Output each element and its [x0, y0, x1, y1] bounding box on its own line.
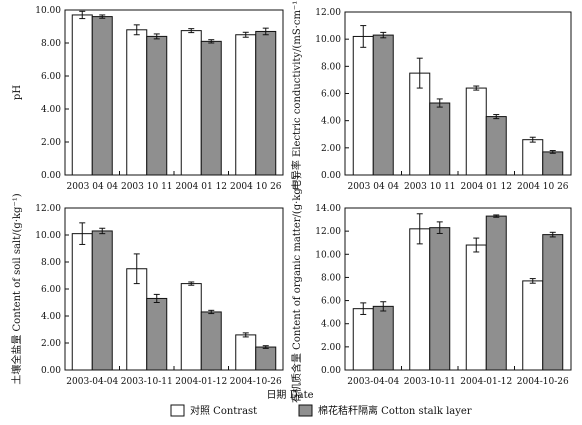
bar — [485, 116, 507, 176]
x-tick-label: 2003 04 04 — [347, 182, 399, 192]
x-tick-label: 2004-10-26 — [230, 377, 282, 387]
bar — [235, 34, 257, 176]
bar — [522, 280, 544, 371]
bar — [542, 151, 564, 176]
y-tick-label: 12.00 — [315, 227, 341, 237]
y-tick-label: 4.00 — [321, 320, 341, 330]
bar — [485, 215, 507, 371]
x-tick-label: 2004 01 12 — [460, 182, 512, 192]
y-tick-label: 0.00 — [321, 171, 341, 181]
y-axis-title: pH — [12, 85, 23, 100]
y-tick-label: 4.00 — [41, 105, 61, 115]
chart-panel-4: 0.00 2.00 4.00 6.00 8.00 10.00 12.00 14.00 有机质含量… — [290, 175, 572, 403]
bar — [352, 35, 374, 176]
x-tick-label: 2004 10 26 — [230, 182, 282, 192]
y-tick-label: 2.00 — [321, 144, 341, 154]
legend-label-contrast: 对照 Contrast — [190, 404, 257, 417]
x-tick-label: 2004-01-12 — [460, 377, 512, 387]
bar — [429, 102, 451, 176]
x-tick-label: 2003-04-04 — [347, 377, 399, 387]
bar — [200, 311, 222, 371]
y-tick-label: 8.00 — [321, 62, 341, 72]
y-tick-label: 2.00 — [321, 343, 341, 353]
legend-swatch-cotton-stalk — [298, 404, 313, 417]
bar — [126, 29, 148, 176]
y-tick-label: 10.00 — [35, 6, 61, 16]
bar — [71, 233, 93, 371]
y-tick-label: 8.00 — [41, 258, 61, 268]
y-tick-label: 12.00 — [315, 8, 341, 18]
x-tick-label: 2004-10-26 — [517, 377, 569, 387]
y-tick-label: 4.00 — [321, 117, 341, 127]
x-axis-title: 日期 Date — [266, 389, 313, 401]
y-tick-label: 2.00 — [41, 138, 61, 148]
bar — [91, 230, 113, 371]
y-tick-label: 6.00 — [41, 72, 61, 82]
y-tick-label: 10.00 — [315, 250, 341, 260]
y-tick-label: 8.00 — [321, 273, 341, 283]
bar — [180, 30, 202, 176]
bar — [372, 34, 394, 176]
x-tick-label: 2003 04 04 — [66, 182, 118, 192]
y-tick-label: 4.00 — [41, 312, 61, 322]
x-tick-label: 2003 10 11 — [404, 182, 456, 192]
bar — [255, 30, 277, 176]
bar — [235, 334, 257, 371]
legend-label-cotton-stalk: 棉花秸秆隔离 Cotton stalk layer — [318, 404, 472, 417]
bar — [409, 228, 431, 371]
bar — [71, 14, 93, 176]
bar — [522, 139, 544, 176]
bar — [255, 346, 277, 371]
bar — [429, 227, 451, 371]
chart-panel-2: 0.00 2.00 4.00 6.00 8.00 10.00 12.00 电导率 Electr… — [290, 0, 572, 192]
bar — [465, 244, 487, 371]
x-tick-label: 2004 10 26 — [517, 182, 569, 192]
bar — [91, 16, 113, 176]
x-tick-label: 2003-10-11 — [121, 377, 173, 387]
bar — [352, 308, 374, 371]
bar — [200, 40, 222, 176]
y-tick-label: 10.00 — [35, 231, 61, 241]
y-tick-label: 0.00 — [321, 366, 341, 376]
x-tick-label: 2003-04-04 — [66, 377, 118, 387]
x-tick-label: 2003-10-11 — [404, 377, 456, 387]
y-tick-label: 6.00 — [321, 90, 341, 100]
y-tick-label: 0.00 — [41, 366, 61, 376]
legend-swatch-contrast — [170, 404, 185, 417]
y-axis-title: 电导率 Electric conductivity/(mS·cm⁻¹) — [290, 0, 303, 190]
x-tick-label: 2004-01-12 — [175, 377, 227, 387]
chart-panel-3: 0.00 2.00 4.00 6.00 8.00 10.00 12.00 土壤全盐量 Cont… — [10, 193, 284, 387]
bar — [146, 35, 168, 176]
y-tick-label: 14.00 — [315, 204, 341, 214]
y-tick-label: 0.00 — [41, 171, 61, 181]
bar — [372, 305, 394, 371]
y-tick-label: 6.00 — [321, 297, 341, 307]
bar — [465, 87, 487, 176]
y-tick-label: 2.00 — [41, 339, 61, 349]
bar — [146, 297, 168, 371]
y-tick-label: 10.00 — [315, 35, 341, 45]
x-tick-label: 2004 01 12 — [175, 182, 227, 192]
y-tick-label: 6.00 — [41, 285, 61, 295]
y-tick-label: 12.00 — [35, 204, 61, 214]
y-tick-label: 8.00 — [41, 39, 61, 49]
x-tick-label: 2003 10 11 — [121, 182, 173, 192]
y-axis-title: 有机质含量 Content of organic matter/(g·kg⁻¹) — [290, 175, 303, 403]
bar — [542, 234, 564, 371]
bar — [180, 283, 202, 371]
y-axis-title: 土壤全盐量 Content of soil salt/(g·kg⁻¹) — [10, 193, 23, 384]
legend: 对照 Contrast 棉花秸秆隔离 Cotton stalk layer — [170, 404, 472, 417]
